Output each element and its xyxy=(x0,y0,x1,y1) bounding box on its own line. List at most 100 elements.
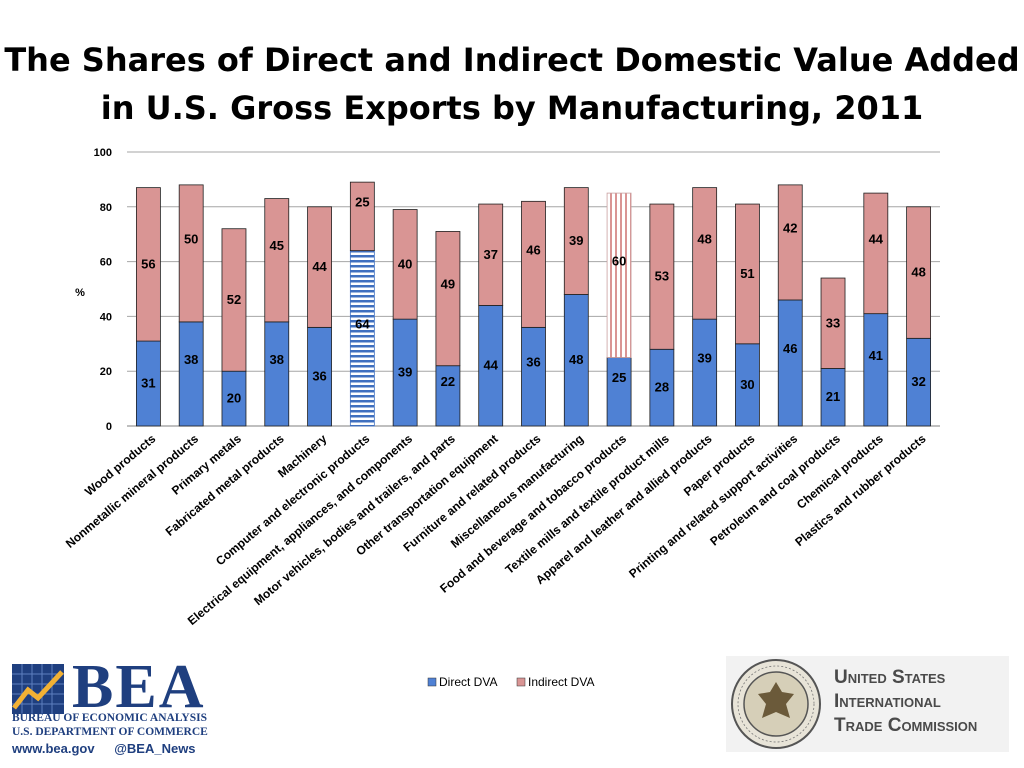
bea-bureau-name: BUREAU OF ECONOMIC ANALYSIS xyxy=(12,712,208,724)
bar-indirect-primary-metals xyxy=(221,228,247,372)
bar-direct-machinery xyxy=(307,326,332,427)
data-label-indirect: 53 xyxy=(655,269,669,284)
bar-indirect-food-and-beverage-and-tobacco-products xyxy=(606,192,632,358)
legend-swatch-direct xyxy=(427,677,437,687)
bar-direct-furniture-and-related-products xyxy=(521,326,546,427)
bar-indirect-miscellaneous-manufacturing xyxy=(563,187,589,295)
data-label-direct: 41 xyxy=(869,348,883,363)
data-label-direct: 31 xyxy=(141,376,155,391)
data-label-direct: 38 xyxy=(184,352,198,367)
data-label-direct: 39 xyxy=(398,365,412,380)
bar-indirect-textile-mills-and-textile-product-mills xyxy=(649,203,675,350)
bar-direct-textile-mills-and-textile-product-mills xyxy=(649,348,675,427)
bar-indirect-plastics-and-rubber-products xyxy=(906,206,932,339)
bar-direct-chemical-products xyxy=(863,313,889,427)
y-tick-label: 60 xyxy=(100,257,112,269)
data-label-indirect: 52 xyxy=(227,292,241,307)
data-label-indirect: 45 xyxy=(270,238,284,253)
bar-direct-computer-and-electronic-products xyxy=(349,250,375,427)
data-label-direct: 38 xyxy=(270,352,284,367)
data-label-direct: 20 xyxy=(227,391,241,406)
x-tick-label: Motor vehicles, bodies and trailers, and… xyxy=(251,431,458,608)
data-label-direct: 21 xyxy=(826,389,840,404)
bea-wordmark: BEA xyxy=(72,653,206,721)
legend-label-indirect: Indirect DVA xyxy=(528,675,594,689)
data-label-indirect: 48 xyxy=(697,231,711,246)
y-axis-ticks: 0 20 40 60 80 100 xyxy=(94,147,112,433)
bea-twitter-handle[interactable]: @BEA_News xyxy=(114,741,196,756)
bar-direct-nonmetallic-mineral-products xyxy=(178,321,204,427)
bea-department-name: U.S. DEPARTMENT OF COMMERCE xyxy=(12,726,208,738)
bar-indirect-other-transportation-equipment xyxy=(478,203,504,306)
data-label-direct: 48 xyxy=(569,352,583,367)
data-label-direct: 46 xyxy=(783,341,797,356)
bar-indirect-computer-and-electronic-products xyxy=(349,181,375,252)
x-tick-label: Computer and electronic products xyxy=(213,431,372,568)
bar-indirect-petroleum-and-coal-products xyxy=(820,277,846,369)
bea-chart-icon xyxy=(12,664,64,714)
bar-indirect-electrical-equipment-appliances-and-components xyxy=(392,209,418,320)
data-label-direct: 32 xyxy=(911,374,925,389)
data-label-indirect: 33 xyxy=(826,315,840,330)
data-label-indirect: 49 xyxy=(441,277,455,292)
data-label-direct: 36 xyxy=(312,369,326,384)
data-label-indirect: 40 xyxy=(398,256,412,271)
data-label-direct: 22 xyxy=(441,374,455,389)
data-label-direct: 30 xyxy=(740,377,754,392)
bar-direct-paper-products xyxy=(735,343,760,427)
bar-direct-printing-and-related-support-activities xyxy=(777,299,803,427)
x-tick-label: Wood products xyxy=(82,431,158,498)
data-label-direct: 44 xyxy=(483,358,498,373)
data-label-indirect: 39 xyxy=(569,233,583,248)
y-tick-label: 40 xyxy=(100,311,112,323)
bar-indirect-paper-products xyxy=(735,203,760,345)
data-label-indirect: 42 xyxy=(783,220,797,235)
usitc-name-line3: Trade Commission xyxy=(834,715,978,736)
bar-indirect-apparel-and-leather-and-allied-products xyxy=(692,187,718,320)
data-label-direct: 28 xyxy=(655,380,669,395)
bar-indirect-nonmetallic-mineral-products xyxy=(178,184,204,323)
data-label-indirect: 50 xyxy=(184,231,198,246)
bar-indirect-wood-products xyxy=(135,187,161,342)
legend-swatch-indirect xyxy=(516,677,526,687)
y-axis-label: % xyxy=(75,287,85,299)
data-label-indirect: 60 xyxy=(612,253,626,268)
usitc-seal-icon xyxy=(731,659,821,749)
data-label-indirect: 46 xyxy=(526,242,540,257)
data-label-indirect: 48 xyxy=(911,265,925,280)
bar-direct-fabricated-metal-products xyxy=(264,321,290,427)
data-label-direct: 36 xyxy=(526,355,540,370)
chart-title: The Shares of Direct and Indirect Domest… xyxy=(4,41,1020,127)
bar-indirect-chemical-products xyxy=(863,192,889,315)
bea-website-link[interactable]: www.bea.gov xyxy=(12,741,95,756)
data-label-indirect: 51 xyxy=(740,266,754,281)
y-tick-label: 100 xyxy=(94,147,112,159)
y-tick-label: 80 xyxy=(100,202,112,214)
data-label-direct: 64 xyxy=(355,316,370,331)
data-label-indirect: 37 xyxy=(483,247,497,262)
data-label-indirect: 44 xyxy=(312,259,327,274)
data-label-direct: 39 xyxy=(697,351,711,366)
bar-direct-miscellaneous-manufacturing xyxy=(563,294,589,427)
usitc-name-line1: United States xyxy=(834,667,946,688)
bar-indirect-machinery xyxy=(307,206,332,328)
data-label-direct: 25 xyxy=(612,370,626,385)
bar-direct-primary-metals xyxy=(221,370,247,427)
y-tick-label: 0 xyxy=(106,421,112,433)
usitc-name-line2: International xyxy=(834,691,941,712)
bar-direct-other-transportation-equipment xyxy=(478,305,504,427)
bar-direct-apparel-and-leather-and-allied-products xyxy=(692,318,718,427)
data-label-indirect: 56 xyxy=(141,256,155,271)
data-label-indirect: 25 xyxy=(355,194,369,209)
usitc-logo: United States International Trade Commis… xyxy=(726,656,1009,752)
bar-indirect-furniture-and-related-products xyxy=(521,200,546,328)
bar-direct-electrical-equipment-appliances-and-components xyxy=(392,318,418,427)
bar-indirect-fabricated-metal-products xyxy=(264,198,290,323)
legend-label-direct: Direct DVA xyxy=(439,675,497,689)
bar-direct-food-and-beverage-and-tobacco-products xyxy=(606,357,632,427)
bar-indirect-printing-and-related-support-activities xyxy=(777,184,803,301)
legend: Direct DVA Indirect DVA xyxy=(427,675,594,689)
y-tick-label: 20 xyxy=(100,366,112,378)
